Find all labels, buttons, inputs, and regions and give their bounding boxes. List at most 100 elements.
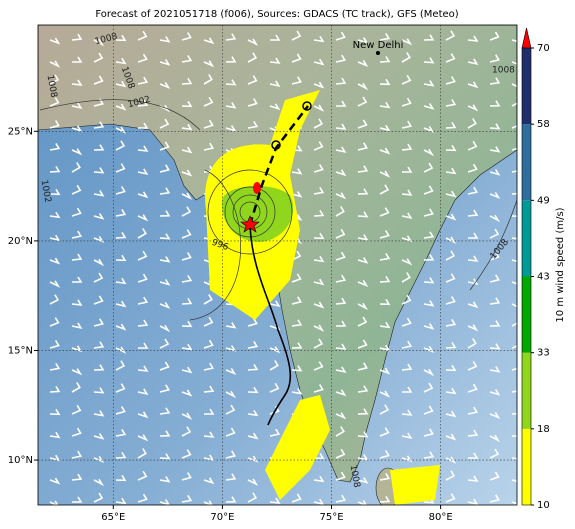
colorbar: 10 18 33 43 49 58 70 bbox=[521, 27, 550, 511]
wind-barb bbox=[511, 39, 517, 43]
wind-barb bbox=[137, 168, 149, 176]
wind-barb bbox=[137, 448, 147, 459]
wind-barb bbox=[159, 141, 170, 151]
wind-barb bbox=[115, 57, 127, 65]
wind-barb bbox=[247, 318, 258, 327]
wind-barb bbox=[445, 213, 457, 221]
wind-barb bbox=[489, 274, 500, 283]
forecast-point bbox=[271, 140, 281, 150]
wind-barb bbox=[159, 81, 171, 90]
wind-barb bbox=[379, 321, 391, 329]
wind-barb bbox=[401, 120, 413, 129]
wind-barb bbox=[511, 479, 517, 483]
wind-barb bbox=[203, 74, 213, 85]
wind-barb bbox=[137, 273, 148, 283]
wind-barb bbox=[357, 316, 368, 327]
wind-barb bbox=[49, 500, 59, 505]
wind-barb bbox=[93, 52, 104, 63]
wind-barb bbox=[93, 433, 105, 440]
wind-barb bbox=[401, 97, 412, 107]
wind-barb bbox=[203, 477, 215, 485]
wind-barb bbox=[445, 121, 457, 129]
wind-barb bbox=[181, 192, 193, 200]
wind-barb bbox=[225, 79, 237, 86]
colorbar-segment bbox=[522, 124, 531, 201]
storm-position bbox=[240, 215, 260, 233]
colorbar-segment bbox=[522, 428, 531, 505]
wind-barb bbox=[357, 142, 368, 151]
wind-barb bbox=[489, 123, 501, 130]
wind-barb bbox=[313, 81, 325, 89]
wind-barb bbox=[137, 365, 149, 372]
wind-barb bbox=[93, 364, 105, 371]
wind-barb bbox=[247, 52, 258, 63]
wind-barb bbox=[467, 163, 478, 173]
wind-barb bbox=[489, 54, 500, 63]
wind-barb bbox=[445, 30, 456, 41]
wind-barb bbox=[93, 235, 105, 244]
wind-barb bbox=[49, 37, 61, 45]
wind-barb bbox=[247, 341, 259, 349]
wind-barb bbox=[137, 228, 147, 239]
wind-barb bbox=[336, 320, 347, 327]
wind-barb bbox=[49, 60, 61, 68]
wind-barb bbox=[181, 32, 192, 41]
wind-barb bbox=[159, 301, 171, 310]
wind-barb bbox=[71, 207, 82, 217]
wind-barb bbox=[181, 389, 193, 397]
wind-barb bbox=[423, 451, 435, 459]
wind-barb bbox=[445, 236, 457, 244]
wind-barb bbox=[115, 323, 127, 331]
wind-barb bbox=[138, 342, 149, 349]
wind-barb bbox=[511, 60, 517, 65]
wind-barb bbox=[468, 232, 479, 239]
wind-barb bbox=[357, 211, 369, 218]
wind-barb bbox=[291, 493, 302, 503]
isobar-label: 1008 bbox=[492, 66, 515, 76]
colorbar-segment bbox=[522, 48, 531, 125]
colorbar-tick-label: 10 bbox=[537, 500, 550, 511]
wind-barb bbox=[489, 169, 501, 176]
wind-barb bbox=[445, 470, 456, 481]
wind-barb bbox=[181, 366, 193, 374]
wind-barb bbox=[291, 76, 302, 85]
wind-barb bbox=[379, 78, 391, 86]
wind-barb bbox=[379, 207, 390, 217]
wind-barb bbox=[247, 478, 259, 486]
isobar-label: 1008 bbox=[348, 464, 362, 489]
wind-barb bbox=[71, 79, 83, 86]
wind-barb bbox=[379, 427, 390, 437]
colorbar-tick-label: 18 bbox=[537, 424, 550, 435]
wind-barb bbox=[489, 251, 500, 261]
wind-barb bbox=[203, 454, 215, 462]
wind-barb bbox=[402, 386, 413, 393]
wind-barb bbox=[445, 433, 457, 441]
wind-barb bbox=[181, 320, 193, 328]
wind-barb bbox=[137, 145, 149, 152]
wind-barb bbox=[423, 277, 435, 284]
colorbar-tick-label: 70 bbox=[537, 43, 550, 54]
wind-barb bbox=[445, 190, 457, 198]
wind-barb bbox=[357, 362, 368, 371]
wind-barb bbox=[93, 167, 105, 174]
wind-barb bbox=[115, 277, 127, 285]
wind-barb bbox=[159, 324, 171, 333]
wind-barb bbox=[247, 432, 259, 440]
wind-barb bbox=[137, 214, 149, 222]
wind-barb bbox=[467, 209, 479, 217]
wind-barb bbox=[203, 316, 214, 327]
wind-barb bbox=[159, 187, 171, 195]
wind-barb bbox=[159, 36, 171, 43]
wind-barb bbox=[401, 38, 413, 46]
wind-barb bbox=[445, 410, 457, 418]
wind-barb bbox=[159, 384, 170, 393]
title: Forecast of 2021051718 (f006), Sources: … bbox=[95, 9, 458, 20]
wind-barb bbox=[159, 210, 171, 217]
wind-barb bbox=[336, 100, 347, 107]
wind-barb bbox=[93, 98, 104, 107]
wind-barb bbox=[247, 409, 259, 417]
wind-barb bbox=[467, 81, 479, 89]
wind-barb bbox=[357, 82, 369, 91]
wind-barb bbox=[401, 455, 413, 463]
